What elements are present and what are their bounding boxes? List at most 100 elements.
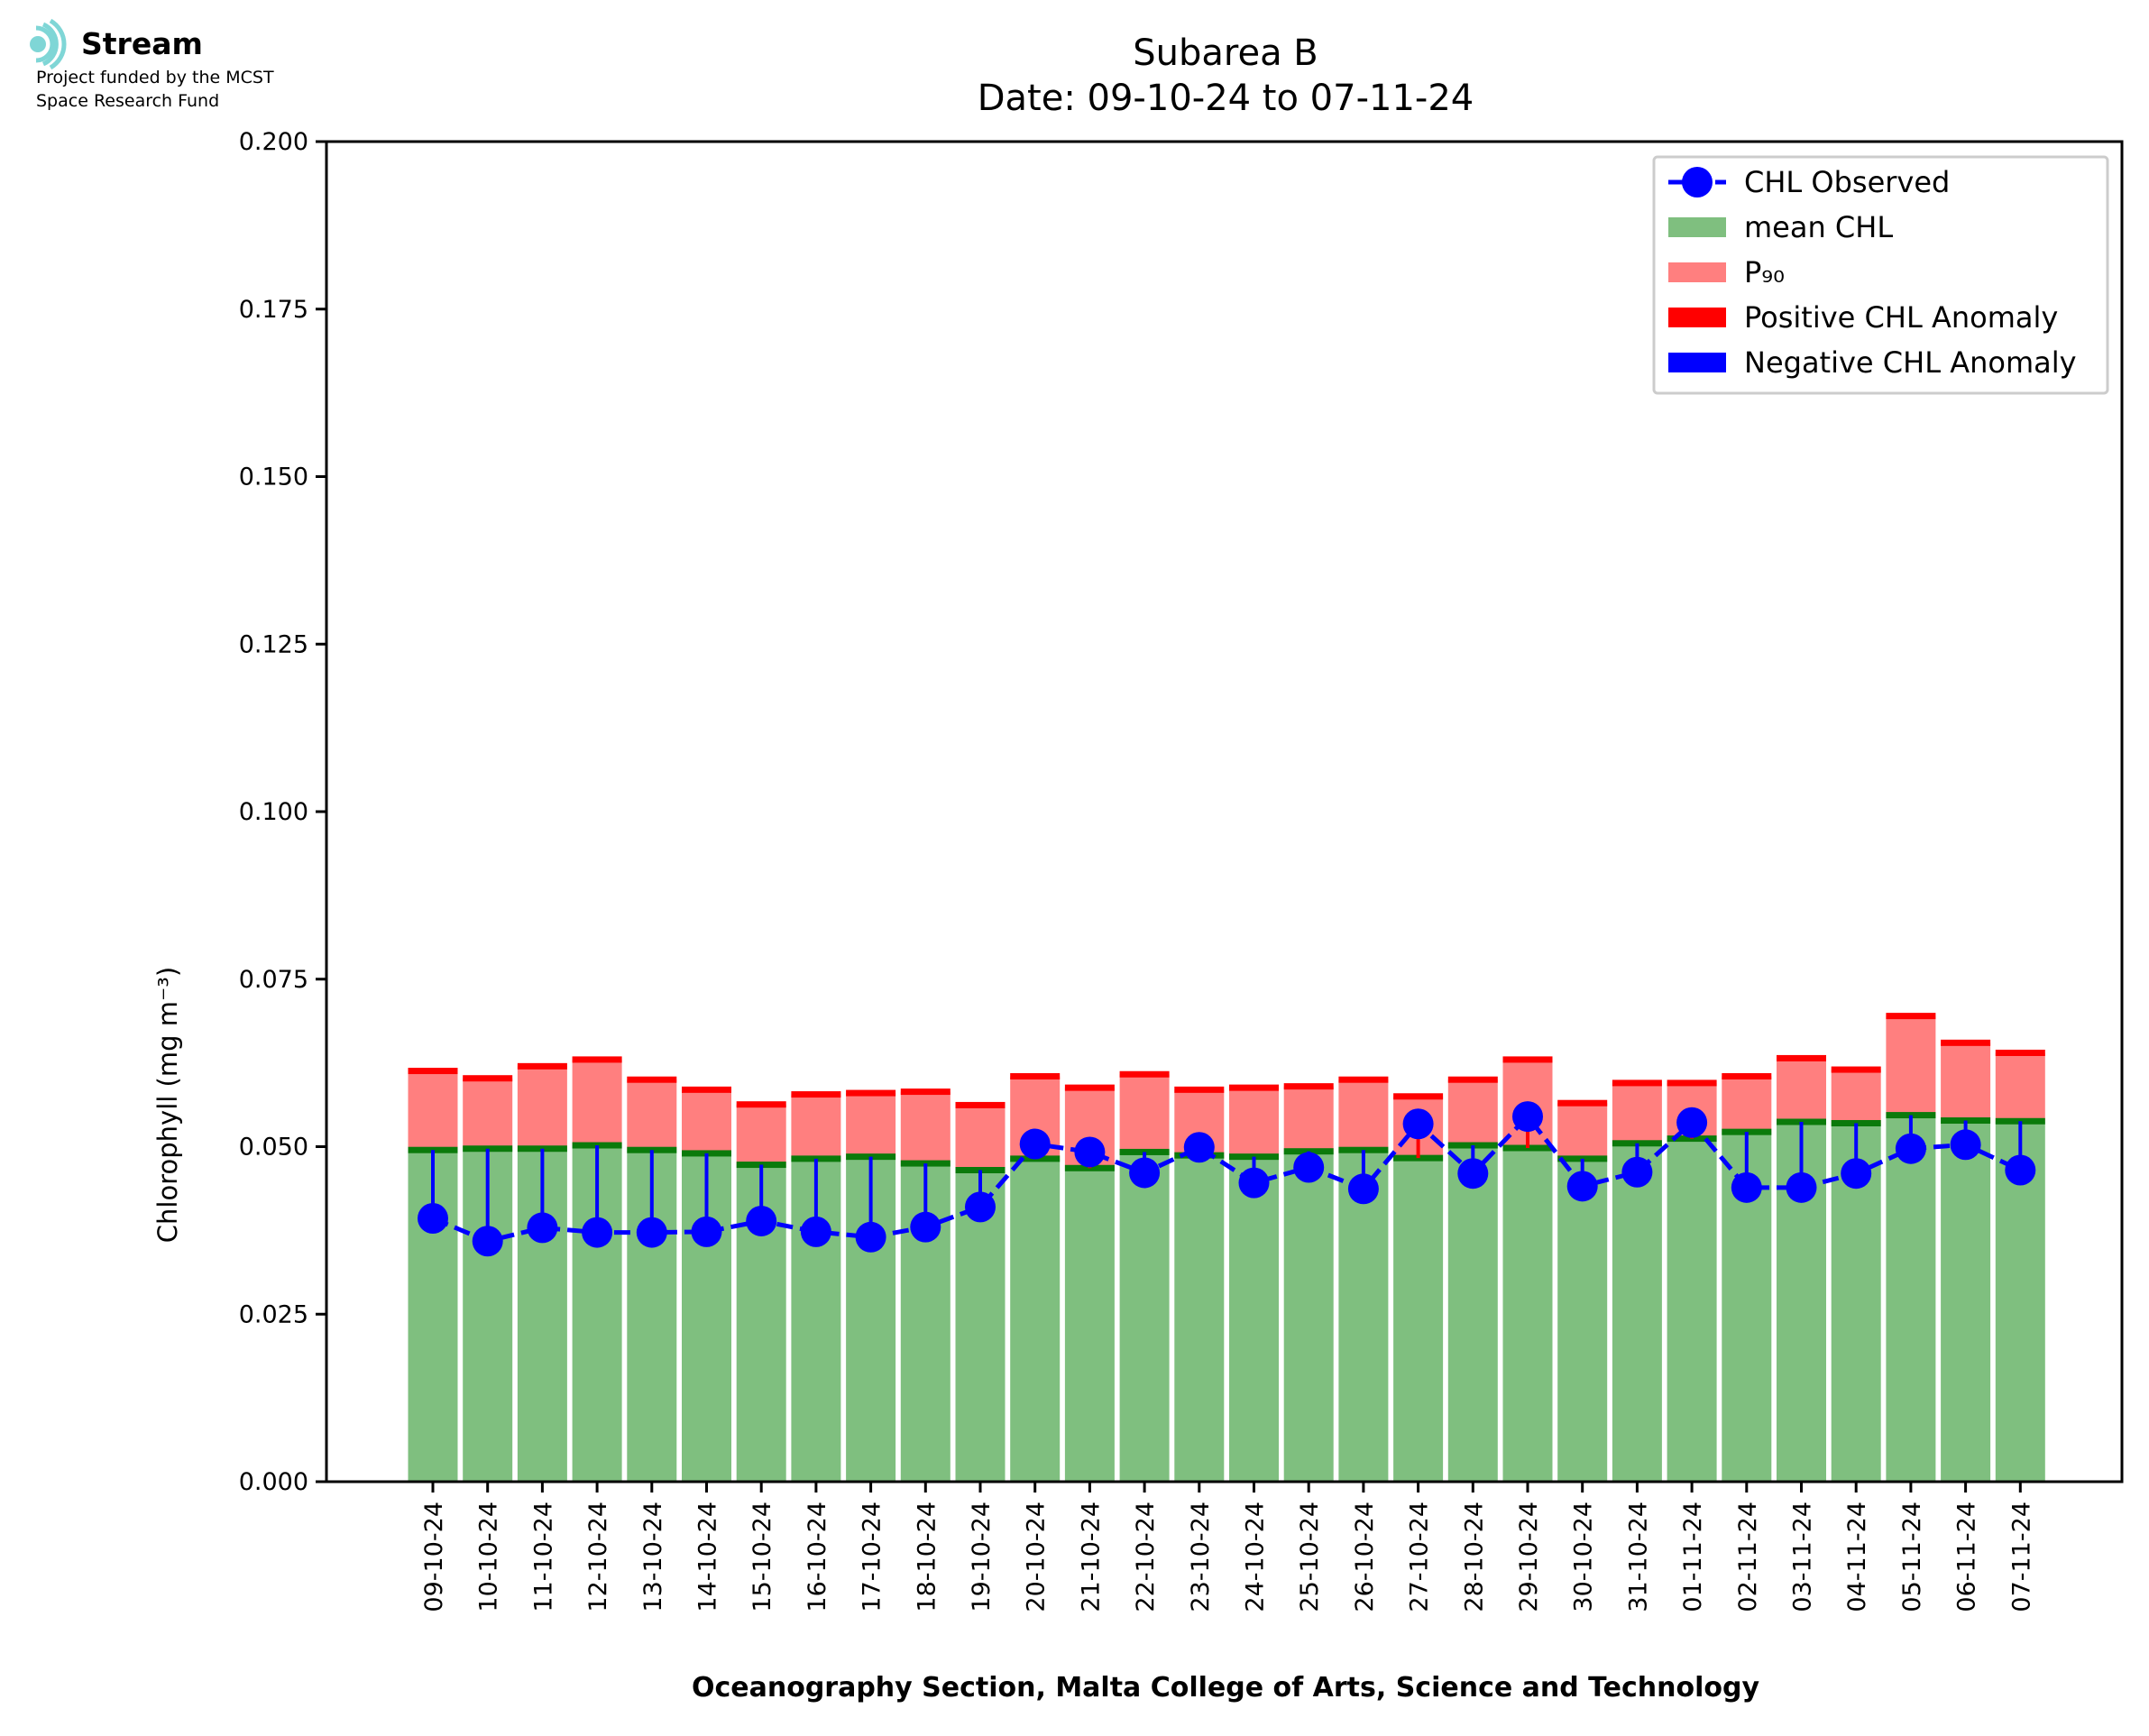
x-tick-label: 29-10-24 xyxy=(1515,1502,1543,1612)
x-tick-label: 14-10-24 xyxy=(694,1502,722,1612)
observed-point xyxy=(691,1216,722,1247)
observed-point xyxy=(1293,1152,1325,1183)
p90-top-marker xyxy=(572,1056,622,1063)
y-tick-label: 0.150 xyxy=(239,464,308,491)
p90-bar xyxy=(1119,1074,1170,1153)
x-tick-label: 25-10-24 xyxy=(1296,1502,1324,1612)
x-tick-label: 30-10-24 xyxy=(1570,1502,1598,1612)
x-tick-label: 18-10-24 xyxy=(913,1502,941,1612)
y-tick-label: 0.075 xyxy=(239,966,308,994)
observed-point xyxy=(1676,1107,1708,1138)
p90-bar xyxy=(517,1066,567,1149)
observed-point xyxy=(1019,1128,1051,1160)
observed-point xyxy=(1129,1157,1161,1189)
y-tick-label: 0.025 xyxy=(239,1300,308,1328)
p90-top-marker xyxy=(791,1091,841,1098)
observed-point xyxy=(418,1203,448,1235)
mean-bar xyxy=(1557,1158,1608,1482)
x-tick-label: 13-10-24 xyxy=(639,1502,667,1612)
observed-point xyxy=(1895,1133,1926,1164)
observed-point xyxy=(1347,1173,1379,1205)
observed-point xyxy=(1183,1132,1215,1163)
p90-bar xyxy=(1995,1052,2045,1122)
observed-point xyxy=(1950,1129,1981,1161)
y-tick-label: 0.175 xyxy=(239,296,308,324)
mean-bar xyxy=(1064,1168,1115,1482)
p90-top-marker xyxy=(1777,1054,1826,1061)
x-tick-label: 06-11-24 xyxy=(1953,1502,1981,1612)
p90-bar xyxy=(463,1078,513,1149)
p90-top-marker xyxy=(1119,1070,1170,1078)
p90-top-marker xyxy=(682,1086,731,1093)
legend: CHL Observed mean CHL P₉₀ Positive CHL Anom… xyxy=(1652,155,2109,395)
y-tick-label: 0.050 xyxy=(239,1134,308,1162)
p90-bar xyxy=(791,1094,841,1159)
p90-top-marker xyxy=(1612,1079,1662,1087)
p90-top-marker xyxy=(846,1089,896,1097)
mean-bar xyxy=(1886,1115,1936,1482)
mean-bar xyxy=(1393,1158,1444,1482)
x-tick-label: 04-11-24 xyxy=(1843,1502,1871,1612)
p90-top-marker xyxy=(1338,1076,1389,1083)
legend-swatch xyxy=(1668,262,1726,282)
chart-subtitle: Date: 09-10-24 to 07-11-24 xyxy=(978,78,1474,119)
p90-top-marker xyxy=(1886,1013,1936,1020)
mean-bar xyxy=(1174,1155,1225,1482)
mean-bar xyxy=(1941,1120,1991,1482)
p90-top-marker xyxy=(1557,1099,1608,1107)
observed-point xyxy=(582,1217,613,1248)
x-tick-label: 24-10-24 xyxy=(1242,1502,1270,1612)
observed-point xyxy=(1238,1167,1270,1199)
x-tick-label: 11-10-24 xyxy=(529,1502,557,1612)
x-tick-label: 10-10-24 xyxy=(475,1502,503,1612)
x-tick-label: 17-10-24 xyxy=(859,1502,886,1612)
p90-top-marker xyxy=(1941,1039,1991,1046)
p90-top-marker xyxy=(1174,1086,1225,1093)
legend-label: P₉₀ xyxy=(1744,255,1785,289)
logo-line-2: Space Research Fund xyxy=(36,91,219,111)
x-tick-label: 20-10-24 xyxy=(1023,1502,1051,1612)
p90-top-marker xyxy=(1502,1056,1553,1063)
x-tick-label: 15-10-24 xyxy=(748,1502,776,1612)
observed-point xyxy=(1402,1108,1434,1140)
p90-top-marker xyxy=(1283,1083,1334,1090)
x-tick-label: 19-10-24 xyxy=(968,1502,996,1612)
p90-top-marker xyxy=(463,1075,513,1082)
chart-title: Subarea B xyxy=(1133,32,1318,74)
p90-bar xyxy=(846,1093,896,1157)
mean-bar xyxy=(1119,1152,1170,1482)
p90-top-marker xyxy=(408,1068,458,1075)
x-axis-label: Oceanography Section, Malta College of A… xyxy=(692,1672,1760,1704)
p90-top-marker xyxy=(1722,1072,1772,1079)
observed-point xyxy=(1512,1101,1543,1133)
p90-bar xyxy=(1557,1103,1608,1159)
y-axis-label: Chlorophyll (mg m⁻³) xyxy=(152,967,183,1243)
observed-point xyxy=(2005,1154,2036,1186)
p90-bar xyxy=(1941,1043,1991,1121)
observed-point xyxy=(965,1191,996,1223)
mean-bar xyxy=(1010,1158,1061,1482)
legend-swatch xyxy=(1668,308,1726,327)
logo-line-1: Project funded by the MCST xyxy=(36,68,274,87)
p90-top-marker xyxy=(900,1088,951,1096)
p90-top-marker xyxy=(517,1062,567,1070)
p90-top-marker xyxy=(1229,1084,1279,1091)
p90-bar xyxy=(1447,1079,1498,1146)
x-tick-label: 02-11-24 xyxy=(1734,1502,1762,1612)
p90-bar xyxy=(900,1091,951,1164)
logo-name: Stream xyxy=(81,26,203,61)
x-tick-label: 09-10-24 xyxy=(420,1502,448,1612)
legend-swatch xyxy=(1668,217,1726,237)
observed-point xyxy=(1566,1171,1598,1202)
observed-point xyxy=(800,1216,831,1247)
x-tick-label: 07-11-24 xyxy=(2007,1502,2035,1612)
y-tick-label: 0.100 xyxy=(239,798,308,826)
observed-point xyxy=(855,1221,886,1253)
p90-bar xyxy=(1777,1058,1826,1123)
p90-bar xyxy=(1831,1070,1881,1124)
stream-waves-icon xyxy=(30,18,67,70)
x-tick-label: 16-10-24 xyxy=(804,1502,831,1612)
x-tick-label: 21-10-24 xyxy=(1077,1502,1105,1612)
mean-bar xyxy=(1338,1150,1389,1482)
